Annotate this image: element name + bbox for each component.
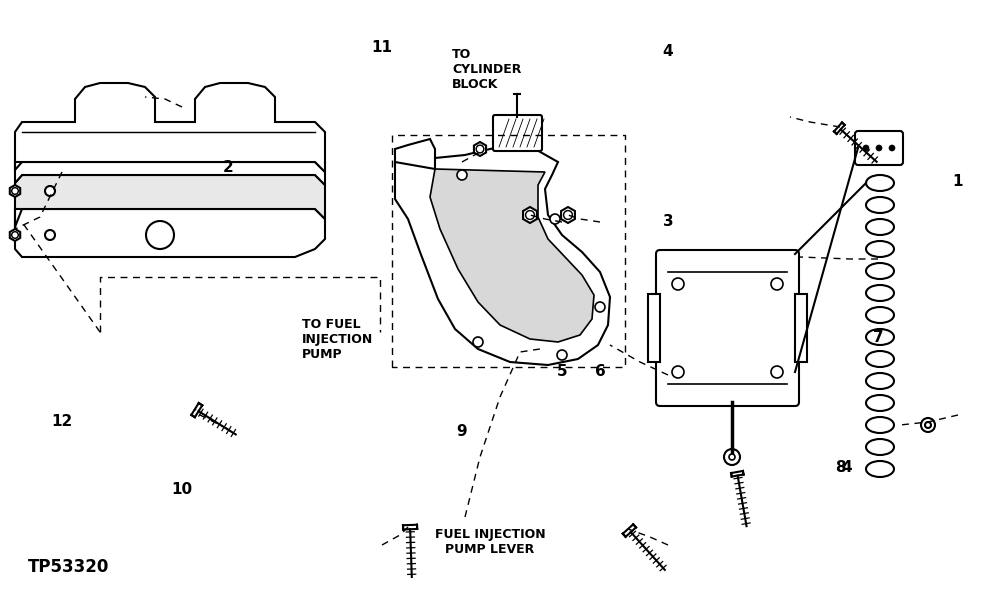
Ellipse shape	[866, 219, 894, 235]
Circle shape	[724, 449, 740, 465]
Text: 7: 7	[873, 331, 883, 346]
Text: 5: 5	[556, 364, 567, 378]
Circle shape	[12, 187, 18, 194]
Polygon shape	[648, 294, 660, 362]
Circle shape	[557, 350, 567, 360]
Text: 4: 4	[662, 45, 673, 60]
Text: 11: 11	[371, 41, 392, 56]
Ellipse shape	[866, 329, 894, 345]
Circle shape	[672, 366, 684, 378]
Polygon shape	[15, 175, 325, 227]
Circle shape	[12, 232, 18, 238]
Polygon shape	[395, 139, 435, 169]
FancyBboxPatch shape	[493, 115, 542, 151]
Text: 8: 8	[835, 460, 845, 475]
Polygon shape	[430, 169, 594, 342]
Ellipse shape	[866, 241, 894, 257]
Polygon shape	[561, 207, 575, 223]
Text: 2: 2	[223, 161, 234, 176]
Circle shape	[863, 145, 869, 151]
Text: 9: 9	[456, 424, 467, 439]
Circle shape	[476, 145, 484, 153]
Ellipse shape	[866, 439, 894, 455]
Circle shape	[526, 211, 535, 220]
Polygon shape	[10, 185, 20, 197]
Circle shape	[889, 145, 895, 151]
Circle shape	[595, 302, 605, 312]
FancyBboxPatch shape	[656, 250, 799, 406]
Polygon shape	[795, 294, 807, 362]
Text: TO
CYLINDER
BLOCK: TO CYLINDER BLOCK	[452, 48, 522, 91]
Circle shape	[45, 230, 55, 240]
Text: TO FUEL
INJECTION
PUMP: TO FUEL INJECTION PUMP	[302, 318, 373, 361]
Ellipse shape	[866, 351, 894, 367]
Text: 4: 4	[842, 460, 852, 475]
Polygon shape	[15, 162, 325, 185]
Ellipse shape	[866, 373, 894, 389]
Polygon shape	[15, 209, 325, 257]
Circle shape	[45, 186, 55, 196]
Ellipse shape	[866, 417, 894, 433]
Circle shape	[672, 278, 684, 290]
Text: 12: 12	[51, 414, 72, 429]
Circle shape	[457, 170, 467, 180]
Text: TP53320: TP53320	[28, 558, 109, 576]
Ellipse shape	[866, 395, 894, 411]
Text: FUEL INJECTION
PUMP LEVER: FUEL INJECTION PUMP LEVER	[435, 528, 545, 556]
Circle shape	[876, 145, 882, 151]
Ellipse shape	[866, 285, 894, 301]
Text: 3: 3	[662, 214, 673, 229]
Circle shape	[146, 221, 174, 249]
Ellipse shape	[866, 197, 894, 213]
Circle shape	[473, 337, 483, 347]
Polygon shape	[523, 207, 537, 223]
Ellipse shape	[866, 461, 894, 477]
Polygon shape	[474, 142, 486, 156]
Circle shape	[921, 418, 935, 432]
Circle shape	[563, 211, 572, 220]
Circle shape	[925, 422, 931, 428]
Text: 1: 1	[952, 174, 963, 189]
Ellipse shape	[866, 175, 894, 191]
FancyBboxPatch shape	[855, 131, 903, 165]
Circle shape	[771, 278, 783, 290]
Circle shape	[771, 366, 783, 378]
Circle shape	[550, 214, 560, 224]
Circle shape	[729, 454, 735, 460]
Text: 10: 10	[171, 482, 193, 497]
Ellipse shape	[866, 263, 894, 279]
Polygon shape	[395, 145, 610, 365]
Text: 6: 6	[595, 364, 605, 378]
Ellipse shape	[866, 307, 894, 323]
Polygon shape	[10, 229, 20, 241]
Polygon shape	[15, 83, 325, 172]
